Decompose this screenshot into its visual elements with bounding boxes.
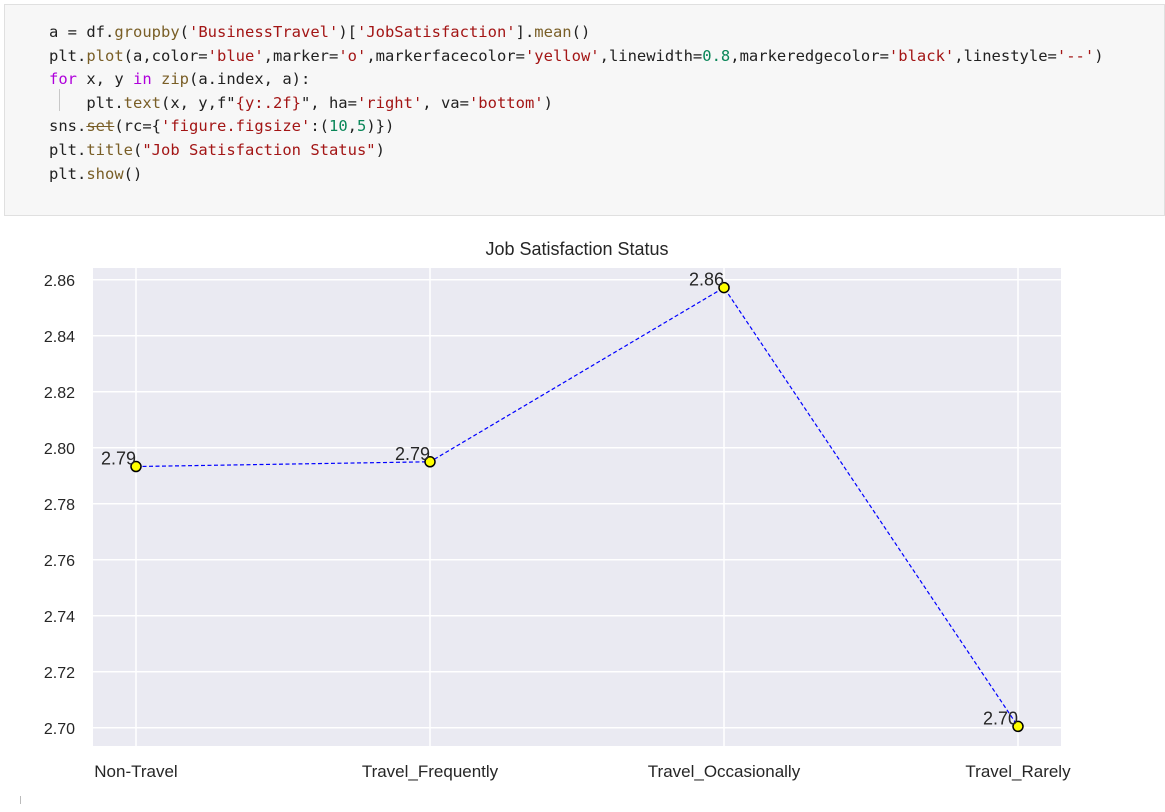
code-token: )}) [366, 117, 395, 136]
data-point [130, 460, 142, 473]
code-token: (x, y,f" [160, 93, 236, 112]
code-token: ,linestyle= [954, 46, 1057, 65]
code-token: a = df. [49, 23, 115, 41]
code-token: (a.index, a): [189, 70, 311, 89]
code-token: show [86, 164, 124, 183]
code-token: ) [375, 140, 385, 159]
code-token: plt. [49, 93, 124, 112]
x-tick-label: Travel_Rarely [965, 762, 1071, 781]
code-token: 'right' [356, 93, 423, 112]
code-editor[interactable]: a = df.groupby('BusinessTravel')['JobSat… [49, 21, 1104, 186]
code-token: () [571, 23, 591, 41]
chart-output: Job Satisfaction Status 2.70 2.72 2.74 2.76 2… [0, 230, 1165, 807]
code-token: :( [310, 117, 329, 136]
code-token: title [86, 140, 133, 159]
code-token: '--' [1056, 46, 1095, 65]
indent-guide [59, 89, 60, 111]
code-line: plt.plot(a,color='blue',marker='o',marke… [49, 45, 1104, 69]
code-token: ]. [515, 23, 535, 41]
y-tick-label: 2.86 [44, 273, 75, 290]
code-token: 'figure.figsize' [161, 117, 311, 136]
code-token: zip [161, 70, 190, 89]
data-point [1012, 720, 1024, 733]
data-point [424, 456, 436, 468]
code-token: , [347, 117, 357, 136]
code-line: plt.text(x, y,f"{y:.2f}", ha='right', va… [49, 92, 1104, 116]
code-token: 'bottom' [468, 93, 544, 112]
code-token: ) [543, 93, 553, 112]
code-line: plt.show() [49, 163, 1104, 187]
x-tick-label: Non-Travel [94, 762, 177, 781]
code-token: sns. [49, 117, 87, 136]
y-tick-label: 2.78 [44, 497, 75, 514]
code-token: for [49, 70, 77, 89]
data-label: 2.86 [689, 270, 724, 290]
code-token: mean [534, 23, 572, 41]
y-tick-label: 2.84 [44, 329, 75, 346]
chart-title: Job Satisfaction Status [485, 239, 668, 259]
x-tick-label: Travel_Occasionally [648, 762, 801, 781]
code-line: a = df.groupby('BusinessTravel')['JobSat… [49, 21, 1104, 45]
code-token: ) [1094, 46, 1104, 65]
code-token: ,linewidth= [599, 46, 703, 65]
y-tick-label: 2.72 [44, 665, 75, 682]
code-token: plt. [49, 140, 87, 159]
series-line [135, 286, 1019, 727]
code-token: 'yellow' [524, 46, 600, 65]
y-tick-label: 2.74 [44, 609, 75, 626]
code-token: set [86, 117, 115, 136]
data-point [718, 281, 730, 294]
code-line: sns.set(rc={'figure.figsize':(10,5)}) [49, 115, 1104, 139]
code-token: )[ [338, 23, 357, 41]
data-label: 2.79 [395, 444, 430, 464]
code-token: , va= [422, 93, 469, 112]
code-token: 'blue' [207, 46, 264, 65]
code-token [152, 70, 161, 88]
x-tick-label: Travel_Frequently [362, 762, 499, 781]
code-token: {y:.2f} [235, 93, 301, 112]
code-token: in [133, 70, 152, 89]
code-token: 0.8 [702, 46, 731, 65]
data-label: 2.79 [101, 449, 136, 469]
code-token: groupby [114, 23, 180, 41]
y-tick-label: 2.70 [44, 721, 75, 738]
code-token: 'BusinessTravel' [189, 23, 339, 41]
code-token: () [123, 164, 143, 183]
code-token: (rc={ [114, 117, 161, 136]
plot-area [93, 268, 1061, 746]
output-scroll-marker [20, 796, 29, 804]
code-line: for x, y in zip(a.index, a): [49, 68, 1104, 92]
code-token: ", ha= [300, 93, 357, 112]
code-token: plt. [49, 164, 87, 183]
code-token: text [123, 93, 161, 112]
y-tick-label: 2.80 [44, 441, 75, 458]
code-token: plt. [49, 46, 87, 65]
y-tick-label: 2.76 [44, 553, 75, 570]
code-token: plot [86, 46, 124, 65]
data-label: 2.70 [983, 708, 1018, 728]
code-token: 'o' [338, 46, 367, 65]
code-token: ( [133, 140, 143, 159]
code-token: "Job Satisfaction Status" [142, 140, 376, 159]
code-token: 'JobSatisfaction' [356, 23, 516, 41]
code-token: x, y [77, 70, 133, 89]
code-token: 'black' [888, 46, 955, 65]
code-token: ,marker= [263, 46, 339, 65]
code-token: ,markerfacecolor= [366, 46, 525, 65]
line-chart: Job Satisfaction Status 2.70 2.72 2.74 2.76 2… [44, 239, 1071, 781]
code-token: 5 [357, 117, 367, 136]
code-token: 10 [328, 117, 348, 136]
code-token: ( [179, 23, 189, 41]
y-tick-label: 2.82 [44, 385, 75, 402]
code-token: (a,color= [123, 46, 208, 65]
code-cell[interactable]: a = df.groupby('BusinessTravel')['JobSat… [4, 4, 1165, 216]
code-line: plt.title("Job Satisfaction Status") [49, 139, 1104, 163]
code-token: ,markeredgecolor= [730, 46, 889, 65]
